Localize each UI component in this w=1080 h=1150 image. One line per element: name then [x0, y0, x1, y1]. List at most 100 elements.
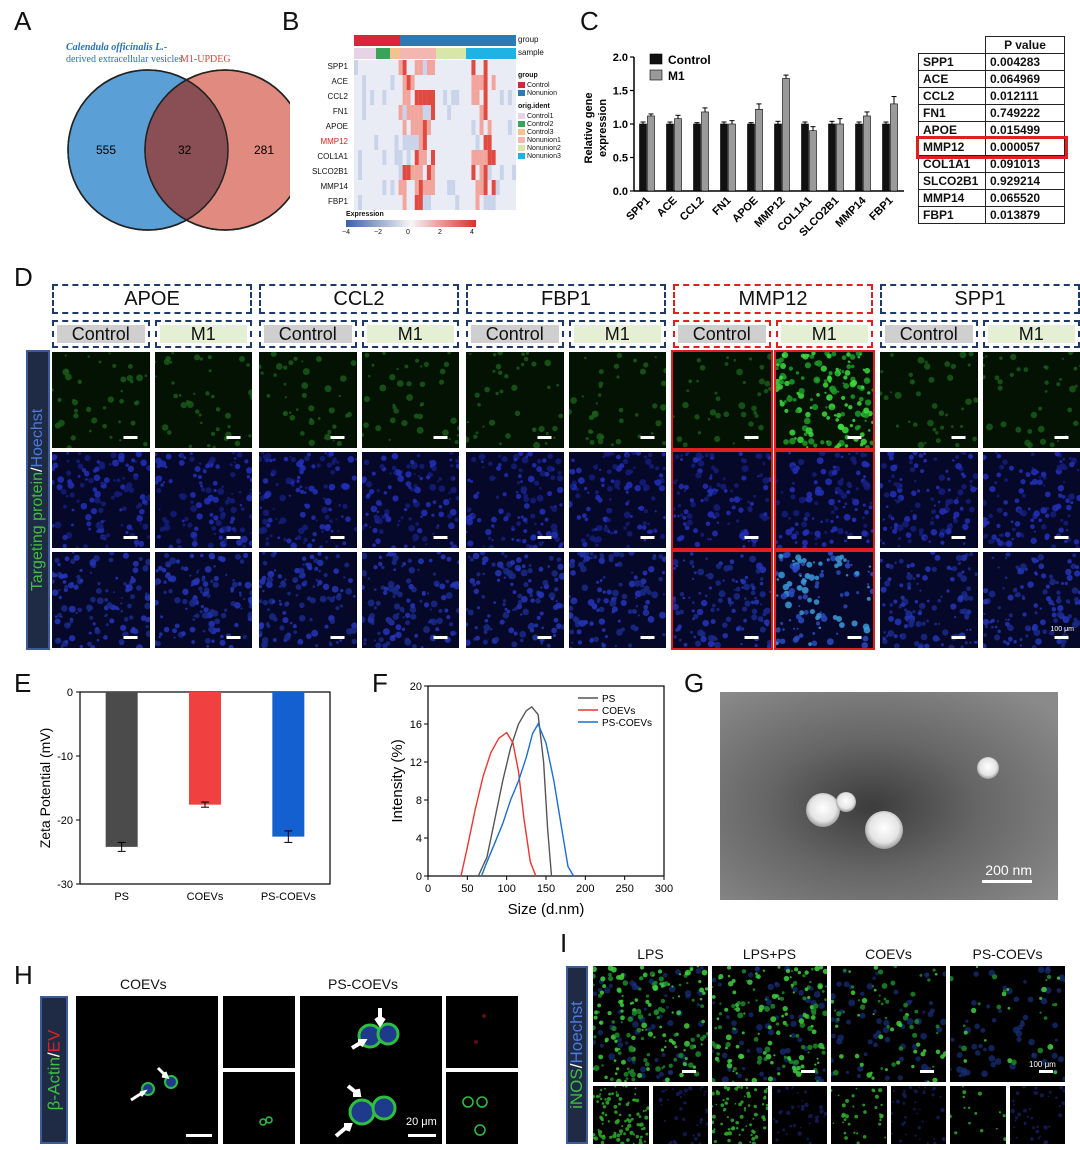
panel-h-group-ps-coevs: PS-COEVs	[328, 976, 399, 992]
i-micrograph-merge	[831, 966, 946, 1082]
i-micrograph-blue	[890, 1086, 946, 1144]
d-micrograph-fbp1-m1	[568, 352, 666, 448]
side-label-hoechst: Hoechst	[567, 1001, 587, 1064]
d-micrograph-apoe-control	[52, 352, 150, 448]
pvalue-row: MMP12 0.000057	[915, 135, 1068, 159]
legend-item: Nonunion1	[518, 136, 573, 144]
venn-left-count: 555	[96, 143, 116, 157]
panel-label-d: D	[14, 262, 33, 292]
heatmap-gene-apoe: APOE	[325, 122, 348, 131]
d-micrograph-apoe-control	[52, 452, 150, 548]
legend-item: Control3	[518, 128, 573, 136]
c-bar-m1	[782, 78, 790, 192]
e-bar	[189, 692, 221, 805]
d-micrograph-mmp12-control	[671, 450, 773, 550]
f-ytick: 12	[410, 757, 422, 769]
panel-label-a: A	[14, 6, 32, 36]
i-micrograph-merge	[593, 966, 708, 1082]
i-group-lps: LPS	[637, 946, 664, 962]
venn-left-title-1: Calendula officinalis L.-	[66, 42, 167, 53]
d-micrograph-spp1-m1	[982, 452, 1080, 548]
f-ytick: 0	[416, 871, 422, 883]
i-scale-label: 100 μm	[1029, 1060, 1056, 1069]
d-micrograph-mmp12-m1	[773, 350, 875, 450]
d-sub-control: Control	[673, 320, 771, 348]
heatmap-gene-mmp12: MMP12	[320, 137, 348, 146]
h-coevs-actin	[223, 1072, 295, 1144]
f-legend-ps-coevs: PS-COEVs	[602, 718, 652, 729]
expr-tick: −2	[374, 229, 382, 236]
f-xtick: 250	[615, 883, 633, 895]
e-ytick: -20	[57, 815, 73, 827]
expr-tick: −4	[342, 229, 350, 236]
pvalue-table: P value SPP1 0.004283 ACE 0.064969 CCL2 0.012…	[915, 36, 1068, 224]
i-micrograph-merge	[712, 966, 827, 1082]
d-sub-m1: M1	[568, 320, 666, 348]
e-xtick: PS-COEVs	[261, 891, 317, 903]
d-micrograph-fbp1-m1	[568, 552, 666, 648]
d-micrograph-fbp1-m1	[568, 452, 666, 548]
d-micrograph-spp1-m1	[982, 352, 1080, 448]
legend-ident-title: orig.ident	[518, 103, 550, 110]
expr-tick: 4	[470, 229, 474, 236]
heatmap-panel: group sample SPP1 ACE CCL2 FN1 APOE MMP12 COL1…	[300, 30, 570, 240]
i-micrograph-blue	[771, 1086, 827, 1144]
i-group-lps+ps: LPS+PS	[742, 946, 797, 962]
panel-h-group-coevs: COEVs	[120, 976, 167, 992]
f-ytick: 4	[416, 833, 422, 845]
legend-item: Nonunion	[518, 89, 573, 97]
heatmap-gene-ace: ACE	[331, 77, 348, 86]
d-micrograph-apoe-control	[52, 552, 150, 648]
d-sub-control: Control	[880, 320, 978, 348]
h-ps-coevs-actin	[446, 1072, 518, 1144]
venn-right-count: 281	[254, 143, 274, 157]
d-micrograph-ccl2-m1	[361, 552, 459, 648]
e-ytick: -30	[57, 879, 73, 891]
f-line-coevs	[460, 731, 537, 877]
f-legend-ps: PS	[602, 694, 616, 705]
f-legend-coevs: COEVs	[602, 706, 635, 717]
f-xtick: 0	[425, 883, 431, 895]
i-group-ps-coevs: PS-COEVs	[972, 946, 1043, 962]
d-micrograph-spp1-m1	[982, 552, 1080, 648]
d-micrograph-apoe-m1	[154, 452, 252, 548]
track-label-group: group	[518, 35, 539, 44]
panel-i-side-label: iNOS/Hoechst	[566, 966, 588, 1144]
c-ytick: 1.0	[613, 119, 628, 131]
legend-item: Control2	[518, 120, 573, 128]
side-label-beta-actin: β-Actin	[44, 1057, 63, 1111]
c-legend-control: Control	[668, 53, 711, 67]
h-coevs-merge	[76, 996, 218, 1144]
d-micrograph-fbp1-control	[466, 552, 564, 648]
track-label-sample: sample	[518, 48, 544, 57]
d-micrograph-apoe-m1	[154, 352, 252, 448]
h-ps-coevs-ev	[446, 996, 518, 1068]
tem-image: 200 nm	[720, 692, 1058, 900]
f-ytick: 20	[410, 681, 422, 693]
heatmap-gene-slco2b1: SLCO2B1	[311, 167, 348, 176]
legend-item: Control	[518, 81, 573, 89]
c-ytick: 0.5	[613, 153, 628, 165]
d-micrograph-ccl2-control	[259, 452, 357, 548]
c-ytick: 2.0	[613, 52, 628, 64]
d-group-ccl2: CCL2	[259, 284, 459, 314]
d-micrograph-spp1-control	[880, 352, 978, 448]
i-micrograph-green	[712, 1086, 768, 1144]
f-xtick: 100	[497, 883, 515, 895]
d-micrograph-mmp12-m1	[773, 550, 875, 650]
d-sub-control: Control	[259, 320, 357, 348]
heatmap-legend: group Control Nonunion orig.ident Control1 Co…	[518, 72, 573, 160]
panel-label-h: H	[14, 960, 33, 990]
d-group-mmp12: MMP12	[673, 284, 873, 314]
expr-tick: 2	[438, 229, 442, 236]
d-sub-m1: M1	[361, 320, 459, 348]
expression-legend-title: Expression	[346, 211, 384, 218]
f-line-ps-coevs	[480, 722, 575, 877]
f-xtick: 150	[537, 883, 555, 895]
legend-item: Nonunion3	[518, 152, 573, 160]
d-micrograph-spp1-control	[880, 452, 978, 548]
expr-tick: 0	[406, 229, 410, 236]
i-micrograph-green	[593, 1086, 649, 1144]
side-label-inos: iNOS	[567, 1068, 587, 1109]
d-micrograph-apoe-m1	[154, 552, 252, 648]
